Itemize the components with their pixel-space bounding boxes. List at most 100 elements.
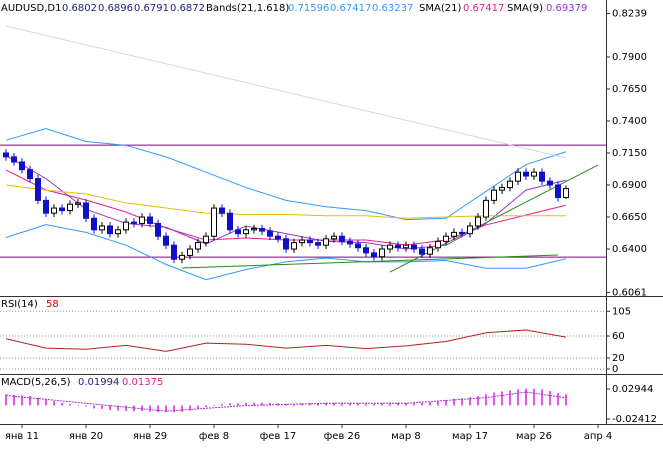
candle-body: [155, 222, 161, 237]
candle-body: [563, 188, 569, 199]
y-tick-label: 0: [612, 364, 618, 375]
candle-body: [299, 239, 305, 244]
candle-body: [107, 225, 113, 235]
candle-body: [211, 207, 217, 237]
band-upper-value: 0.71596: [288, 3, 329, 14]
y-tick-label: 0.7400: [612, 116, 647, 127]
candle-body: [51, 207, 57, 214]
candle-body: [459, 231, 465, 235]
candle-body: [411, 244, 417, 250]
y-tick-label: 0.7900: [612, 52, 647, 63]
sma21-value: 0.67417: [463, 3, 504, 14]
candle-body: [235, 229, 241, 235]
rsi-value: 58: [46, 299, 59, 310]
candle-body: [35, 178, 41, 201]
header-low: 0.6791: [134, 3, 169, 14]
candle-body: [115, 229, 121, 235]
overlay-line: [5, 184, 566, 219]
candle-body: [547, 180, 553, 186]
candle-body: [475, 216, 481, 227]
candle-body: [131, 221, 137, 224]
x-tick-label: апр 4: [584, 431, 613, 442]
band-upper: [5, 128, 567, 221]
candle-body: [83, 202, 89, 219]
x-tick-label: янв 20: [69, 431, 103, 442]
header-open: 0.6802: [62, 3, 97, 14]
candle-body: [139, 216, 145, 224]
overlay-line: [5, 25, 567, 159]
candle-body: [395, 244, 401, 249]
x-tick-label: фев 17: [260, 431, 297, 442]
y-tick-label: 0.6400: [612, 244, 647, 255]
candle-body: [275, 235, 281, 240]
candle-body: [315, 242, 321, 246]
candle-body: [251, 228, 257, 231]
x-tick-label: мар 17: [452, 431, 488, 442]
x-tick-label: мар 26: [516, 431, 552, 442]
y-tick-label: 0.6650: [612, 212, 647, 223]
candle-body: [523, 171, 529, 177]
candle-body: [291, 242, 297, 250]
macd-name: MACD(5,26,5): [1, 377, 71, 388]
panel: [5, 388, 567, 413]
x-tick-label: мар 8: [391, 431, 421, 442]
indicator-name: Bands(21,1.618): [206, 3, 289, 14]
candle-body: [219, 207, 225, 214]
y-tick-label: 60: [612, 331, 625, 342]
panel: [0, 25, 606, 281]
candle-body: [163, 235, 169, 246]
candle-body: [43, 199, 49, 214]
candle-body: [371, 252, 377, 258]
y-tick-label: 105: [612, 306, 631, 317]
candle-body: [3, 152, 9, 158]
candle-body: [435, 240, 441, 249]
candle-body: [27, 169, 33, 180]
candle-body: [379, 248, 385, 258]
candle-body: [467, 225, 473, 235]
candle-body: [355, 243, 361, 249]
candle-body: [403, 244, 409, 249]
candle-body: [195, 242, 201, 250]
candle-body: [451, 231, 457, 237]
band-lower: [5, 224, 567, 281]
candle-body: [443, 235, 449, 242]
y-tick-label: 20: [612, 353, 625, 364]
x-tick-label: янв 11: [5, 431, 39, 442]
candle-body: [243, 229, 249, 235]
candle-body: [179, 254, 185, 260]
plot-layer: 0.8239 0.7900 0.7650 0.7400 0.7150 0.6900 0.66…: [0, 9, 657, 442]
candle-body: [387, 244, 393, 250]
candle-body: [283, 238, 289, 250]
candle-body: [427, 247, 433, 255]
candle-body: [499, 187, 505, 191]
candle-body: [539, 171, 545, 182]
candle-body: [187, 248, 193, 256]
rsi-line: [5, 329, 567, 352]
rsi-name: RSI(14): [1, 299, 38, 310]
candle-body: [323, 238, 329, 246]
band-middle-value: 0.67417: [330, 3, 371, 14]
candle-body: [171, 244, 177, 260]
indicator-name: SMA(21): [419, 3, 461, 14]
y-tick-label: 0.8239: [612, 9, 647, 20]
candle-body: [75, 202, 81, 205]
candle-body: [491, 189, 497, 201]
y-tick-label: 0.7150: [612, 148, 647, 159]
candle-body: [259, 228, 265, 232]
y-tick-label: 0.02944: [612, 384, 653, 395]
macd-signal-value: 0.01375: [122, 377, 163, 388]
candle-body: [123, 221, 129, 231]
y-tick-label: 0.6900: [612, 180, 647, 191]
band-lower-value: 0.63237: [372, 3, 413, 14]
candle-body: [147, 216, 153, 224]
candle-body: [515, 171, 521, 182]
candle-body: [11, 156, 17, 163]
panel: [0, 310, 606, 370]
candle-body: [339, 235, 345, 242]
x-tick-label: фев 8: [199, 431, 229, 442]
candle-body: [419, 248, 425, 255]
candle-body: [363, 247, 369, 254]
x-tick-label: янв 29: [133, 431, 167, 442]
candle-body: [91, 217, 97, 231]
